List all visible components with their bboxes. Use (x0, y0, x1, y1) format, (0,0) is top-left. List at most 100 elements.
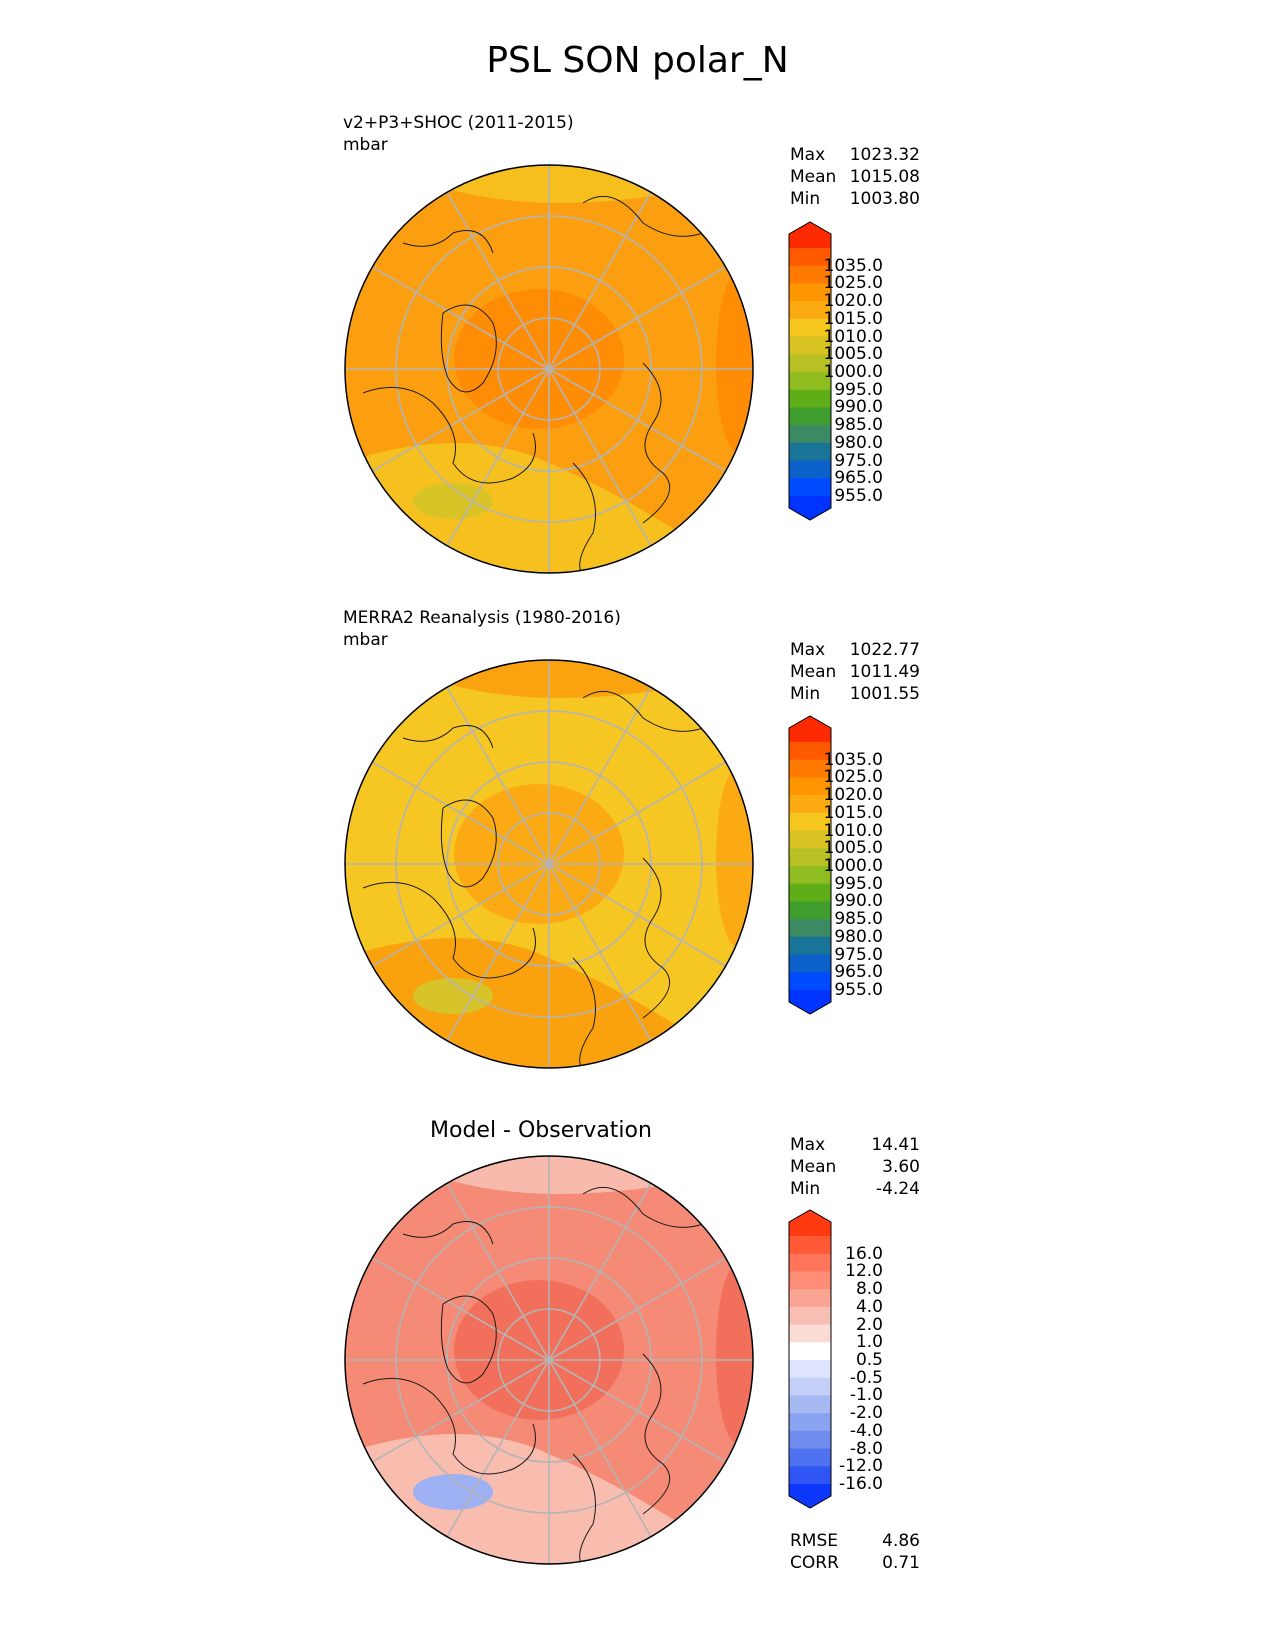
colorbar-segment (789, 1342, 831, 1361)
colorbar-tick-label: 985.0 (834, 415, 883, 436)
colorbar-segment (789, 478, 831, 497)
coastline (582, 195, 704, 237)
graticule-meridian (371, 1359, 550, 1463)
stat-value: -4.24 (876, 1179, 920, 1199)
colorbar-tick-label: 975.0 (834, 944, 883, 965)
colorbar-tick-label: -12.0 (839, 1456, 883, 1477)
colorbar-tick-label: 1.0 (855, 1332, 883, 1353)
stat-value: 1022.77 (849, 640, 920, 660)
colorbar-segment (789, 425, 831, 444)
colorbar-segment (789, 759, 831, 778)
stat-min: Min -4.24 (790, 1178, 920, 1200)
colorbar-segment (789, 1306, 831, 1326)
graticule-meridian (548, 686, 652, 865)
colorbar-tick-label: 4.0 (855, 1296, 883, 1317)
colorbar-segment (789, 919, 831, 938)
colorbar-tick-label: 995.0 (834, 873, 883, 894)
colorbar-tick-label: 1020.0 (823, 785, 883, 806)
coastline (572, 462, 596, 573)
figure-title: PSL SON polar_N (486, 40, 789, 81)
coastline (582, 690, 704, 732)
colorbar-segment (789, 901, 831, 920)
panel-units: mbar (343, 135, 388, 155)
map-boundary (344, 164, 754, 574)
graticule-meridian (548, 863, 652, 1042)
colorbar-tick-label: -1.0 (849, 1385, 883, 1406)
colorbar-tick-label: 1000.0 (823, 362, 883, 382)
colorbar-tick-label: 965.0 (834, 962, 883, 983)
colorbar-tick-label: 12.0 (845, 1261, 883, 1282)
colorbar-segment (789, 318, 831, 338)
stat-mean: Mean 1011.49 (790, 661, 920, 683)
colorbar-segment (789, 336, 831, 355)
colorbar-segment (789, 1466, 831, 1485)
colorbar-tick-label: 1015.0 (823, 308, 883, 329)
colorbar (788, 715, 832, 1015)
colorbar-tick-label: 980.0 (834, 432, 883, 453)
colorbar-tick-label: 990.0 (834, 397, 883, 418)
coastline (362, 1377, 536, 1475)
colorbar-extend-max (789, 716, 831, 742)
colorbar-tick-label: 8.0 (855, 1279, 883, 1300)
colorbar-extend-max (789, 1210, 831, 1236)
graticule-meridian (371, 368, 550, 472)
colorbar-tick-label: 1005.0 (823, 838, 883, 859)
field-region (454, 1280, 624, 1420)
colorbar-tick-label: 1020.0 (823, 291, 883, 312)
polar-map (344, 659, 754, 1069)
graticule-meridian (548, 1359, 727, 1463)
stats-box: Max 1023.32 Mean 1015.08 Min 1003.80 (790, 144, 920, 210)
graticule-meridian (548, 368, 727, 472)
graticule-meridian (548, 761, 727, 865)
graticule-meridian (446, 1359, 550, 1538)
coastline (402, 725, 494, 749)
colorbar-tick-label: 975.0 (834, 450, 883, 471)
graticule-meridian (548, 266, 727, 370)
colorbar-segment (789, 1377, 831, 1396)
stat-rmse: RMSE 4.86 (790, 1530, 920, 1552)
colorbar-tick-label: 1005.0 (823, 344, 883, 365)
colorbar-segment (789, 883, 831, 902)
coastline (440, 799, 497, 888)
colorbar-segment (789, 1271, 831, 1290)
graticule-meridian (548, 368, 652, 547)
colorbar-tick-label: 1025.0 (823, 767, 883, 788)
coastline (582, 1186, 704, 1228)
colorbar-tick-label: 955.0 (834, 980, 883, 1000)
field-region (413, 483, 493, 519)
colorbar-segment (789, 1395, 831, 1414)
coastline (572, 957, 596, 1068)
colorbar-segment (789, 954, 831, 973)
colorbar-segment (789, 777, 831, 796)
stat-min: Min 1003.80 (790, 188, 920, 210)
colorbar-segment (789, 265, 831, 284)
stat-label: Max (790, 640, 826, 660)
colorbar-tick-label: -0.5 (849, 1367, 883, 1388)
colorbar-segment (789, 407, 831, 426)
colorbar-segment (789, 354, 831, 373)
stats-box: Max 14.41 Mean 3.60 Min -4.24 (790, 1134, 920, 1200)
map-boundary (344, 659, 754, 1069)
colorbar-segment (789, 442, 831, 462)
colorbar-segment (789, 866, 831, 885)
field-region (454, 289, 624, 429)
stat-label: Mean (790, 662, 837, 682)
colorbar-tick-label: 1010.0 (823, 820, 883, 841)
stat-value: 0.71 (882, 1553, 920, 1573)
colorbar-outline (788, 1209, 832, 1509)
colorbar-segment (789, 283, 831, 302)
coastline (572, 1453, 596, 1564)
coastline (642, 362, 671, 524)
stat-label: Max (790, 1135, 826, 1155)
colorbar-tick-label: 16.0 (845, 1243, 883, 1264)
graticule-meridian (371, 266, 550, 370)
stat-value: 4.86 (882, 1531, 920, 1551)
graticule-meridian (446, 191, 550, 370)
stat-label: Mean (790, 167, 837, 187)
graticule-meridian (548, 1359, 652, 1538)
stat-max: Max 1023.32 (790, 144, 920, 166)
graticule-meridian (446, 863, 550, 1042)
colorbar-tick-label: 955.0 (834, 486, 883, 506)
colorbar-tick-label: 2.0 (855, 1314, 883, 1335)
coastline (440, 304, 497, 393)
